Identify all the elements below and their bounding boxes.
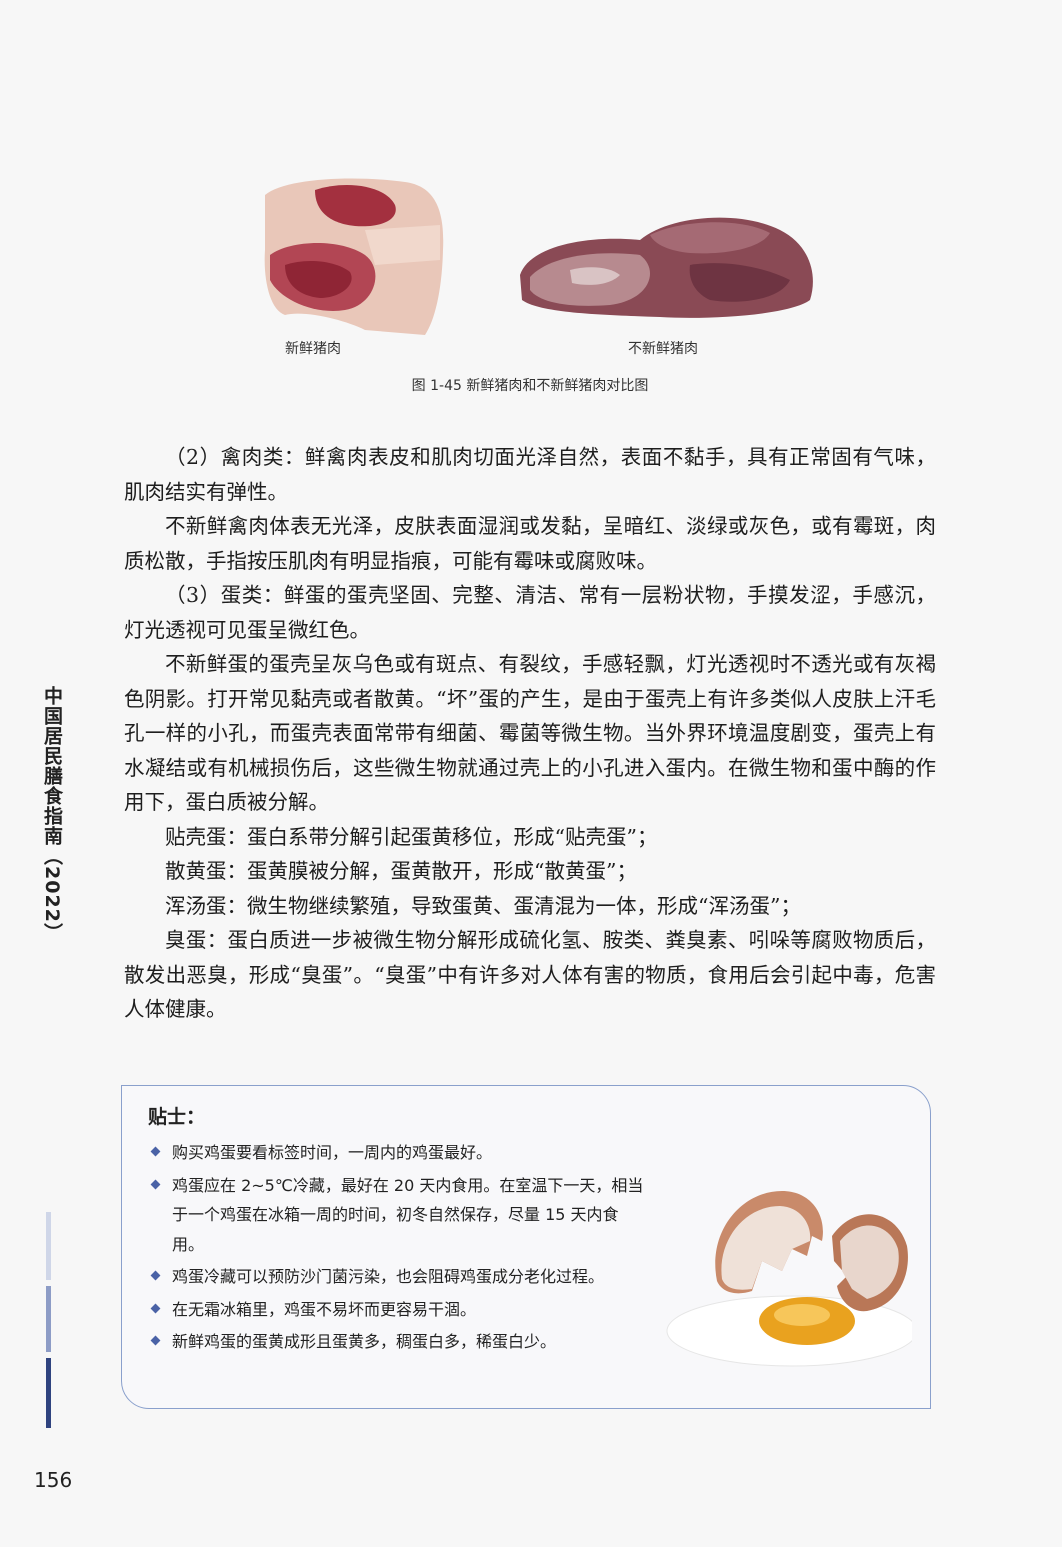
side-decoration-bar xyxy=(46,1286,51,1352)
paragraph: 散黄蛋：蛋黄膜被分解，蛋黄散开，形成“散黄蛋”； xyxy=(165,859,637,883)
paragraph: 贴壳蛋：蛋白系带分解引起蛋黄移位，形成“贴壳蛋”； xyxy=(165,824,658,849)
paragraph: 不新鲜禽肉体表无光泽，皮肤表面湿润或发黏，呈暗红、淡绿或灰色，或有霉斑，肉质松散… xyxy=(124,514,936,573)
list-item: 新鲜鸡蛋的蛋黄成形且蛋黄多，稠蛋白多，稀蛋白少。 xyxy=(150,1327,650,1357)
paragraph: （3）蛋类：鲜蛋的蛋壳坚固、完整、清洁、常有一层粉状物，手摸发涩，手感沉，灯光透… xyxy=(124,583,936,642)
diamond-bullet-icon xyxy=(150,1303,161,1313)
stale-pork-image xyxy=(520,217,813,318)
tip-text: 在无霜冰箱里，鸡蛋不易坏而更容易干涸。 xyxy=(172,1299,477,1319)
list-item: 鸡蛋冷藏可以预防沙门菌污染，也会阻碍鸡蛋成分老化过程。 xyxy=(150,1262,650,1292)
diamond-bullet-icon xyxy=(150,1335,161,1346)
diamond-bullet-icon xyxy=(150,1270,161,1281)
body-text: （2）禽肉类：鲜禽肉表皮和肌肉切面光泽自然，表面不黏手，具有正常固有气味，肌肉结… xyxy=(124,440,936,1027)
list-item: 鸡蛋应在 2~5℃冷藏，最好在 20 天内食用。在室温下一天，相当于一个鸡蛋在冰… xyxy=(150,1171,650,1260)
figure-title: 图 1-45 新鲜猪肉和不新鲜猪肉对比图 xyxy=(411,378,649,394)
paragraph: 不新鲜蛋的蛋壳呈灰乌色或有斑点、有裂纹，手感轻飘，灯光透视时不透光或有灰褐色阴影… xyxy=(124,652,936,814)
tip-text: 购买鸡蛋要看标签时间，一周内的鸡蛋最好。 xyxy=(172,1143,493,1162)
side-decoration-bar xyxy=(46,1358,51,1428)
book-side-title: 中国居民膳食指南（2022） xyxy=(41,686,63,943)
cracked-egg-image xyxy=(666,1191,912,1367)
side-decoration-bar xyxy=(46,1212,51,1280)
tip-text: 新鲜鸡蛋的蛋黄成形且蛋黄多，稠蛋白多，稀蛋白少。 xyxy=(172,1332,557,1351)
diamond-bullet-icon xyxy=(150,1179,161,1189)
paragraph: 浑汤蛋：微生物继续繁殖，导致蛋黄、蛋清混为一体，形成“浑汤蛋”； xyxy=(165,893,801,918)
tip-text: 鸡蛋应在 2~5℃冷藏，最好在 20 天内食用。在室温下一天，相当于一个鸡蛋在冰… xyxy=(172,1175,644,1254)
pork-comparison-figure: 新鲜猪肉 不新鲜猪肉 图 1-45 新鲜猪肉和不新鲜猪肉对比图 xyxy=(230,160,830,400)
fresh-pork-image xyxy=(264,178,444,335)
page-number: 156 xyxy=(34,1468,73,1492)
paragraph: 臭蛋：蛋白质进一步被微生物分解形成硫化氢、胺类、粪臭素、吲哚等腐败物质后，散发出… xyxy=(124,928,936,1021)
list-item: 购买鸡蛋要看标签时间，一周内的鸡蛋最好。 xyxy=(150,1138,650,1168)
tips-list: 购买鸡蛋要看标签时间，一周内的鸡蛋最好。 鸡蛋应在 2~5℃冷藏，最好在 20 … xyxy=(150,1138,650,1360)
tips-title: 贴士： xyxy=(148,1106,206,1128)
list-item: 在无霜冰箱里，鸡蛋不易坏而更容易干涸。 xyxy=(150,1295,650,1325)
tip-text: 鸡蛋冷藏可以预防沙门菌污染，也会阻碍鸡蛋成分老化过程。 xyxy=(172,1267,605,1286)
fresh-pork-caption: 新鲜猪肉 xyxy=(285,341,341,357)
stale-pork-caption: 不新鲜猪肉 xyxy=(628,341,698,357)
diamond-bullet-icon xyxy=(150,1146,161,1157)
paragraph: （2）禽肉类：鲜禽肉表皮和肌肉切面光泽自然，表面不黏手，具有正常固有气味，肌肉结… xyxy=(124,445,936,504)
tips-box: 贴士： 购买鸡蛋要看标签时间，一周内的鸡蛋最好。 鸡蛋应在 2~5℃冷藏，最好在… xyxy=(121,1085,931,1409)
